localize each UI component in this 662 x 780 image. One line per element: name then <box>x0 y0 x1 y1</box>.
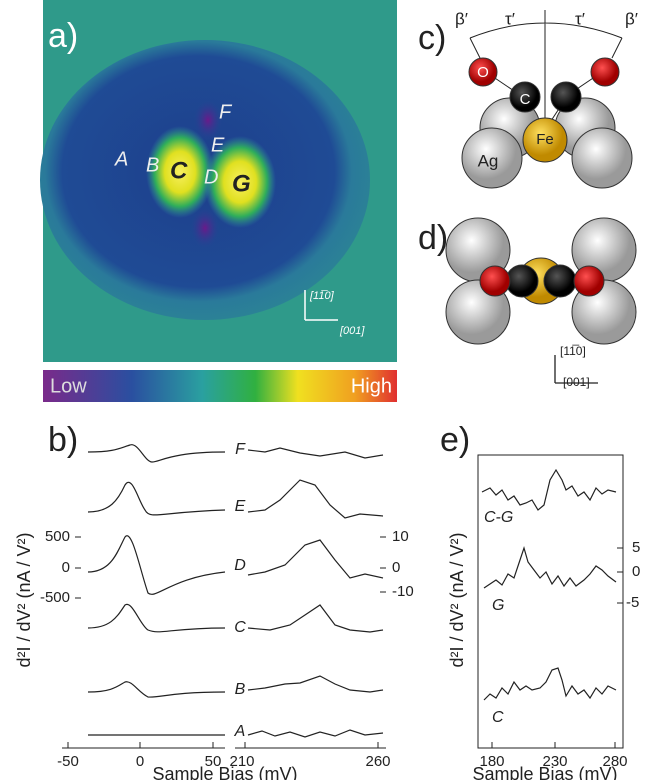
x-axis-title: Sample Bias (mV) <box>472 764 617 780</box>
y-tick-label: -500 <box>40 589 70 606</box>
direction-label: [11̅0] <box>560 344 586 358</box>
y-axis-title: d²I / dV² (nA / V²) <box>447 532 467 667</box>
point-label: B <box>146 154 159 176</box>
atom-label: Fe <box>536 131 554 148</box>
panel-label: b) <box>48 421 78 459</box>
spectra <box>482 470 616 700</box>
y-tick-label: 500 <box>45 528 70 545</box>
x-tick-label: -50 <box>57 753 79 770</box>
curve-label: C <box>492 709 504 726</box>
curve <box>484 668 616 700</box>
x-axis-title: Sample Bias (mV) <box>152 764 297 780</box>
y-tick-label: -5 <box>626 594 639 611</box>
curve <box>88 682 225 697</box>
panel-label: d) <box>418 219 448 257</box>
ticks <box>492 548 623 748</box>
y-tick-label: 10 <box>392 528 409 545</box>
point-label: C <box>170 157 188 184</box>
axes <box>62 537 386 748</box>
curve-label: B <box>235 681 246 698</box>
x-tick-label: 0 <box>136 753 144 770</box>
curve <box>88 536 225 595</box>
y-tick-label: 0 <box>632 563 640 580</box>
panel-a: a) A B C D E F G [11̅0] [001] Low High <box>40 0 397 402</box>
panel-label: a) <box>48 17 78 55</box>
shape <box>572 128 632 188</box>
panel-label: e) <box>440 421 470 459</box>
atom-label: C <box>520 91 531 108</box>
y-tick-label: -10 <box>392 583 414 600</box>
angle-label: β′ <box>625 9 638 28</box>
atom-label: O <box>477 64 489 81</box>
y-tick-label: 0 <box>392 559 400 576</box>
point-label: D <box>204 166 218 188</box>
curve-label: F <box>235 441 246 458</box>
point-label: A <box>114 148 128 170</box>
atom-label: Ag <box>478 151 499 170</box>
curve <box>88 482 225 515</box>
curve <box>248 480 383 518</box>
curve <box>248 605 383 632</box>
direction-label: [001] <box>339 325 365 337</box>
direction-label: [001] <box>563 375 590 389</box>
point-label: E <box>211 134 225 156</box>
curve <box>248 448 383 458</box>
colorbar <box>43 370 397 402</box>
point-label: F <box>219 101 233 123</box>
curve-label: A <box>234 723 246 740</box>
panel-d: d) [11̅0] [001] <box>418 218 636 389</box>
curve <box>248 540 383 578</box>
curve-label: C-G <box>484 509 513 526</box>
angle-label: β′ <box>455 9 468 28</box>
shape <box>574 266 604 296</box>
angle-label: τ′ <box>505 9 515 28</box>
panel-c: c) β′ τ′ τ′ β′ O C Fe Ag <box>418 9 638 188</box>
curve-label: D <box>234 557 246 574</box>
atoms <box>446 218 636 344</box>
x-tick-label: 260 <box>365 753 390 770</box>
shape <box>480 266 510 296</box>
direction-label: [11̅0] <box>309 290 335 302</box>
curve-label: C <box>234 619 246 636</box>
y-axis-title: d²I / dV² (nA / V²) <box>14 532 34 667</box>
point-label: G <box>232 170 251 197</box>
panel-e: e) d²I / dV² (nA / V²) 5 0 -5 180 230 28… <box>440 421 640 780</box>
angle-label: τ′ <box>575 9 585 28</box>
curve <box>482 470 616 510</box>
colorbar-high: High <box>351 375 392 397</box>
panel-b: b) d²I / dV² (nA / V²) 500 0 -500 10 0 -… <box>14 421 414 780</box>
figure: a) A B C D E F G [11̅0] [001] Low High c… <box>0 0 662 780</box>
shape <box>544 265 576 297</box>
shape <box>506 265 538 297</box>
curve <box>484 548 616 588</box>
curve <box>248 730 383 737</box>
shape <box>591 58 619 86</box>
curve <box>88 604 225 631</box>
shape <box>551 82 581 112</box>
panel-label: c) <box>418 19 446 57</box>
curve-label: E <box>235 498 246 515</box>
curve-label: G <box>492 597 504 614</box>
curve <box>88 445 225 462</box>
curve <box>248 676 383 692</box>
y-tick-label: 0 <box>62 559 70 576</box>
y-tick-label: 5 <box>632 539 640 556</box>
colorbar-low: Low <box>50 375 87 397</box>
